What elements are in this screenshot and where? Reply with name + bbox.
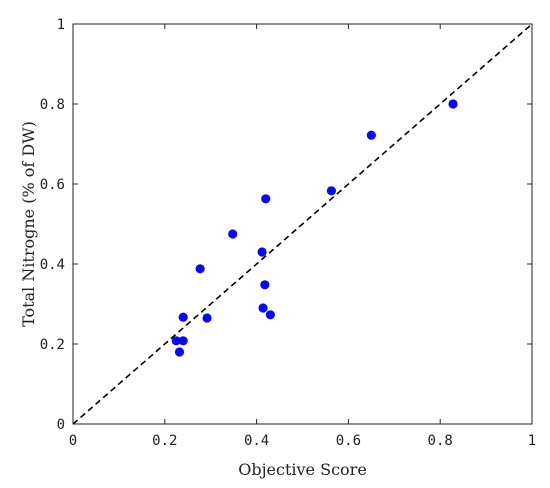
y-tick-label: 0 xyxy=(57,417,65,433)
x-tick-label: 0.6 xyxy=(336,433,361,449)
data-point xyxy=(258,247,267,256)
plot-area: 0 0.2 0.4 0.6 0.8 1 0 0.2 0.4 0.6 0.8 1 xyxy=(40,17,537,449)
x-axis-title: Objective Score xyxy=(238,460,367,479)
data-point xyxy=(179,313,188,322)
data-point xyxy=(261,194,270,203)
y-tick-label: 0.2 xyxy=(40,337,65,353)
x-tick-label: 1 xyxy=(528,433,536,449)
y-axis-title: Total Nitrogne (% of DW) xyxy=(19,121,38,327)
x-tick-label: 0.4 xyxy=(244,433,269,449)
data-point xyxy=(196,264,205,273)
data-point xyxy=(228,229,237,238)
x-tick-label: 0.8 xyxy=(428,433,453,449)
data-point xyxy=(202,313,211,322)
y-tick-label: 1 xyxy=(57,17,65,33)
y-tick-label: 0.8 xyxy=(40,97,65,113)
data-point xyxy=(448,99,457,108)
data-point xyxy=(327,186,336,195)
data-point xyxy=(367,131,376,140)
data-point xyxy=(260,280,269,289)
data-point xyxy=(179,336,188,345)
data-point xyxy=(175,347,184,356)
reference-line xyxy=(73,24,532,424)
x-tick-label: 0 xyxy=(69,433,77,449)
data-point xyxy=(258,303,267,312)
y-tick-label: 0.4 xyxy=(40,257,65,273)
y-tick-label: 0.6 xyxy=(40,177,65,193)
data-point xyxy=(266,310,275,319)
x-tick-label: 0.2 xyxy=(152,433,177,449)
